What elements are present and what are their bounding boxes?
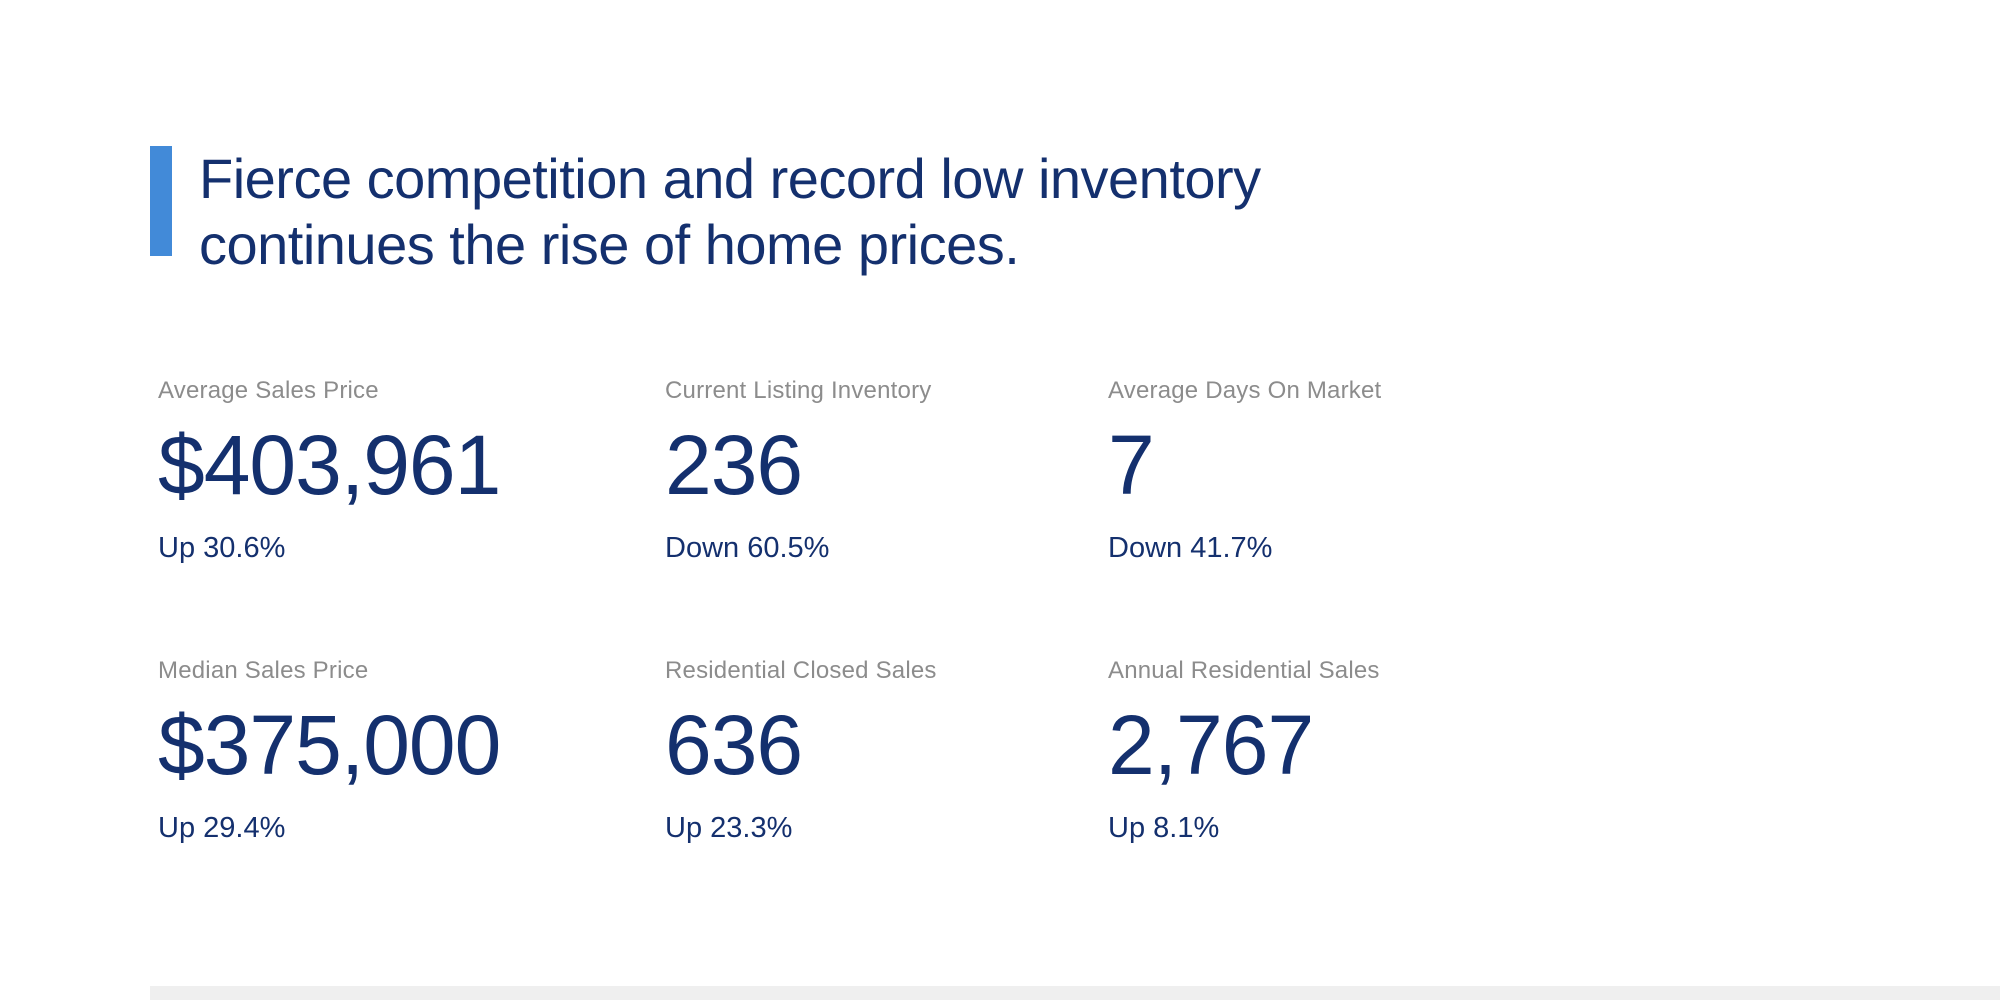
stat-label: Current Listing Inventory bbox=[665, 377, 932, 404]
footer-divider bbox=[150, 986, 2000, 1000]
stat-change: Up 30.6% bbox=[158, 532, 286, 564]
stat-value: $375,000 bbox=[158, 698, 501, 792]
stat-value: $403,961 bbox=[158, 418, 501, 512]
headline-line1: Fierce competition and record low invent… bbox=[199, 147, 1261, 210]
stat-label: Annual Residential Sales bbox=[1108, 657, 1380, 684]
headline-section: Fierce competition and record low invent… bbox=[150, 146, 1261, 278]
stat-card-current-listing-inventory: Current Listing Inventory 236 Down 60.5% bbox=[665, 376, 1108, 566]
stat-value: 7 bbox=[1108, 418, 1155, 512]
headline-accent-bar bbox=[150, 146, 172, 256]
stat-card-average-days-on-market: Average Days On Market 7 Down 41.7% bbox=[1108, 376, 1628, 566]
page-title: Fierce competition and record low invent… bbox=[199, 146, 1261, 278]
stat-label: Median Sales Price bbox=[158, 657, 369, 684]
stat-change: Up 8.1% bbox=[1108, 812, 1220, 844]
stat-card-average-sales-price: Average Sales Price $403,961 Up 30.6% bbox=[158, 376, 665, 566]
stat-value: 236 bbox=[665, 418, 803, 512]
stat-label: Average Sales Price bbox=[158, 377, 379, 404]
stat-change: Up 29.4% bbox=[158, 812, 286, 844]
stat-label: Average Days On Market bbox=[1108, 377, 1382, 404]
stats-grid: Average Sales Price $403,961 Up 30.6% Cu… bbox=[158, 376, 1628, 846]
stat-value: 636 bbox=[665, 698, 803, 792]
stat-label: Residential Closed Sales bbox=[665, 657, 937, 684]
stat-card-median-sales-price: Median Sales Price $375,000 Up 29.4% bbox=[158, 656, 665, 846]
stat-change: Down 41.7% bbox=[1108, 532, 1273, 564]
stat-change: Up 23.3% bbox=[665, 812, 793, 844]
stat-card-annual-residential-sales: Annual Residential Sales 2,767 Up 8.1% bbox=[1108, 656, 1628, 846]
stat-card-residential-closed-sales: Residential Closed Sales 636 Up 23.3% bbox=[665, 656, 1108, 846]
stat-value: 2,767 bbox=[1108, 698, 1314, 792]
stat-change: Down 60.5% bbox=[665, 532, 830, 564]
headline-line2: continues the rise of home prices. bbox=[199, 213, 1020, 276]
